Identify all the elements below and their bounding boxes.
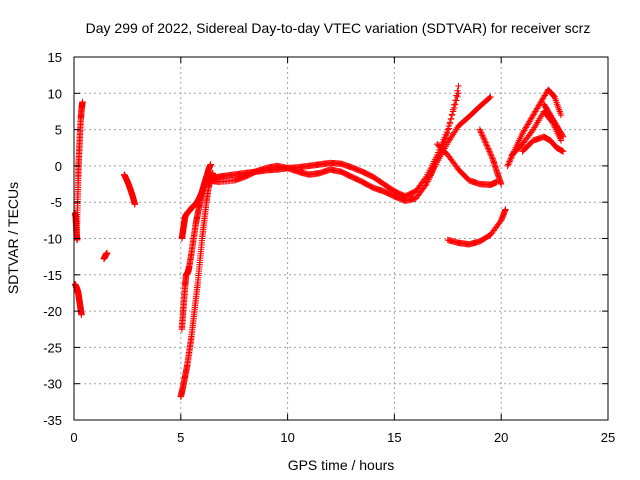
series-arc-m — [476, 126, 505, 188]
data-point — [507, 155, 515, 162]
data-point — [78, 311, 85, 318]
x-tick-label: 10 — [280, 430, 294, 445]
x-tick-label: 25 — [601, 430, 615, 445]
data-point — [498, 180, 505, 188]
data-point — [443, 132, 450, 140]
data-point — [478, 130, 485, 138]
data-point — [74, 236, 81, 244]
data-point — [557, 137, 565, 144]
data-point — [488, 153, 496, 161]
data-point — [452, 96, 459, 104]
data-point — [207, 161, 214, 168]
x-tick-label: 5 — [177, 430, 184, 445]
series-arc-c — [71, 281, 85, 318]
data-point — [444, 130, 451, 137]
data-point — [504, 162, 511, 170]
series-arc-r — [540, 100, 567, 141]
series-arc-i — [203, 90, 462, 200]
data-point — [442, 135, 449, 142]
data-point — [455, 82, 462, 90]
data-point — [446, 120, 454, 127]
data-point — [477, 129, 485, 136]
data-point — [502, 206, 509, 213]
y-tick-label: -35 — [43, 413, 62, 428]
y-axis-label: SDTVAR / TECUs — [5, 182, 21, 294]
chart-title: Day 299 of 2022, Sidereal Day-to-day VTE… — [86, 20, 591, 36]
data-point — [449, 106, 457, 113]
grid-lines — [74, 57, 608, 420]
data-point — [447, 115, 455, 123]
data-point — [479, 133, 487, 141]
data-point — [422, 182, 429, 189]
data-point — [486, 94, 493, 102]
data-point — [486, 148, 493, 155]
data-point — [557, 111, 565, 119]
y-tick-label: -5 — [50, 195, 62, 210]
x-axis-label: GPS time / hours — [288, 457, 395, 473]
data-point — [480, 135, 487, 142]
data-point — [484, 143, 491, 151]
data-point — [559, 148, 567, 155]
y-tick-label: -10 — [43, 232, 62, 247]
data-point — [483, 140, 490, 148]
data-point — [481, 138, 489, 145]
data-point — [485, 146, 493, 154]
data-point — [559, 132, 566, 139]
series-arc-j — [205, 82, 462, 204]
y-tick-label: 0 — [55, 159, 62, 174]
series-arc-q — [519, 133, 567, 155]
data-point — [477, 127, 484, 135]
data-point — [505, 159, 513, 167]
series-arc-b — [73, 98, 86, 242]
data-point — [445, 125, 453, 132]
data-point — [506, 156, 514, 164]
y-tick-label: 10 — [48, 86, 62, 101]
data-point — [454, 87, 461, 94]
y-tick-label: -30 — [43, 377, 62, 392]
data-point — [550, 92, 557, 99]
y-tick-label: 5 — [55, 123, 62, 138]
series-arc-n — [444, 206, 509, 248]
data-point — [482, 139, 489, 146]
data-point — [484, 145, 492, 152]
data-point — [505, 161, 512, 168]
data-point — [454, 93, 461, 101]
data-point — [131, 201, 139, 208]
data-point — [79, 98, 86, 106]
y-tick-label: 15 — [48, 50, 62, 65]
data-point — [506, 158, 513, 165]
data-point — [486, 149, 494, 157]
series-arc-k — [423, 93, 494, 188]
x-tick-label: 0 — [70, 430, 77, 445]
data-points — [71, 82, 567, 400]
x-tick-label: 15 — [387, 430, 401, 445]
data-point — [448, 111, 456, 118]
y-tick-label: -20 — [43, 304, 62, 319]
data-point — [453, 92, 460, 99]
series-arc-g — [178, 173, 210, 333]
data-point — [528, 127, 536, 135]
series-arc-e — [120, 171, 139, 208]
series-arc-d — [100, 249, 111, 263]
data-point — [476, 126, 484, 133]
y-tick-label: -15 — [43, 268, 62, 283]
x-tick-label: 20 — [494, 430, 508, 445]
series-arc-p — [508, 108, 565, 159]
y-tick-label: -25 — [43, 340, 62, 355]
data-point — [103, 249, 111, 257]
data-point — [479, 132, 486, 139]
data-point — [487, 151, 494, 158]
data-point — [483, 142, 491, 149]
data-point — [481, 136, 488, 143]
axis-ticks: 0 5 10 15 20 25 -35 -30 -25 -20 -15 -10 -5 0 5 10 15 — [43, 50, 615, 445]
data-point — [559, 133, 567, 141]
data-point — [451, 101, 458, 109]
data-point — [488, 152, 495, 159]
data-point — [422, 175, 429, 182]
data-point — [487, 93, 494, 101]
series-arc-l — [433, 140, 501, 188]
